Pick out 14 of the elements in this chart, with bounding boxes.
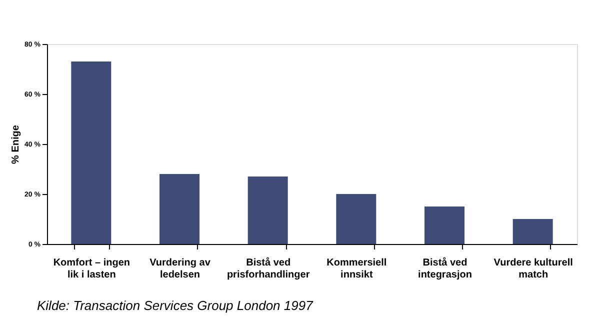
- text: Kilde: Transaction Services Group London 1997: [37, 298, 314, 313]
- bar: [424, 206, 464, 244]
- x-tick-label: Vurdering av ledelsen: [150, 258, 211, 280]
- x-tick-label: Vurdere kulturell match: [494, 258, 574, 280]
- x-tick-label: Bistå ved prisforhandlinger: [226, 256, 310, 280]
- x-tick-label: Bistå ved integrasjon: [418, 256, 472, 280]
- bar: [336, 194, 376, 244]
- y-axis-title: % Enige: [10, 124, 22, 164]
- bar: [512, 219, 553, 244]
- x-tick-label: Komfort – ingen lik i lasten: [53, 258, 130, 280]
- x-tick-label: Kommersiell innsikt: [326, 258, 387, 280]
- bar: [71, 62, 112, 244]
- bar: [248, 176, 288, 244]
- bar: [160, 174, 200, 244]
